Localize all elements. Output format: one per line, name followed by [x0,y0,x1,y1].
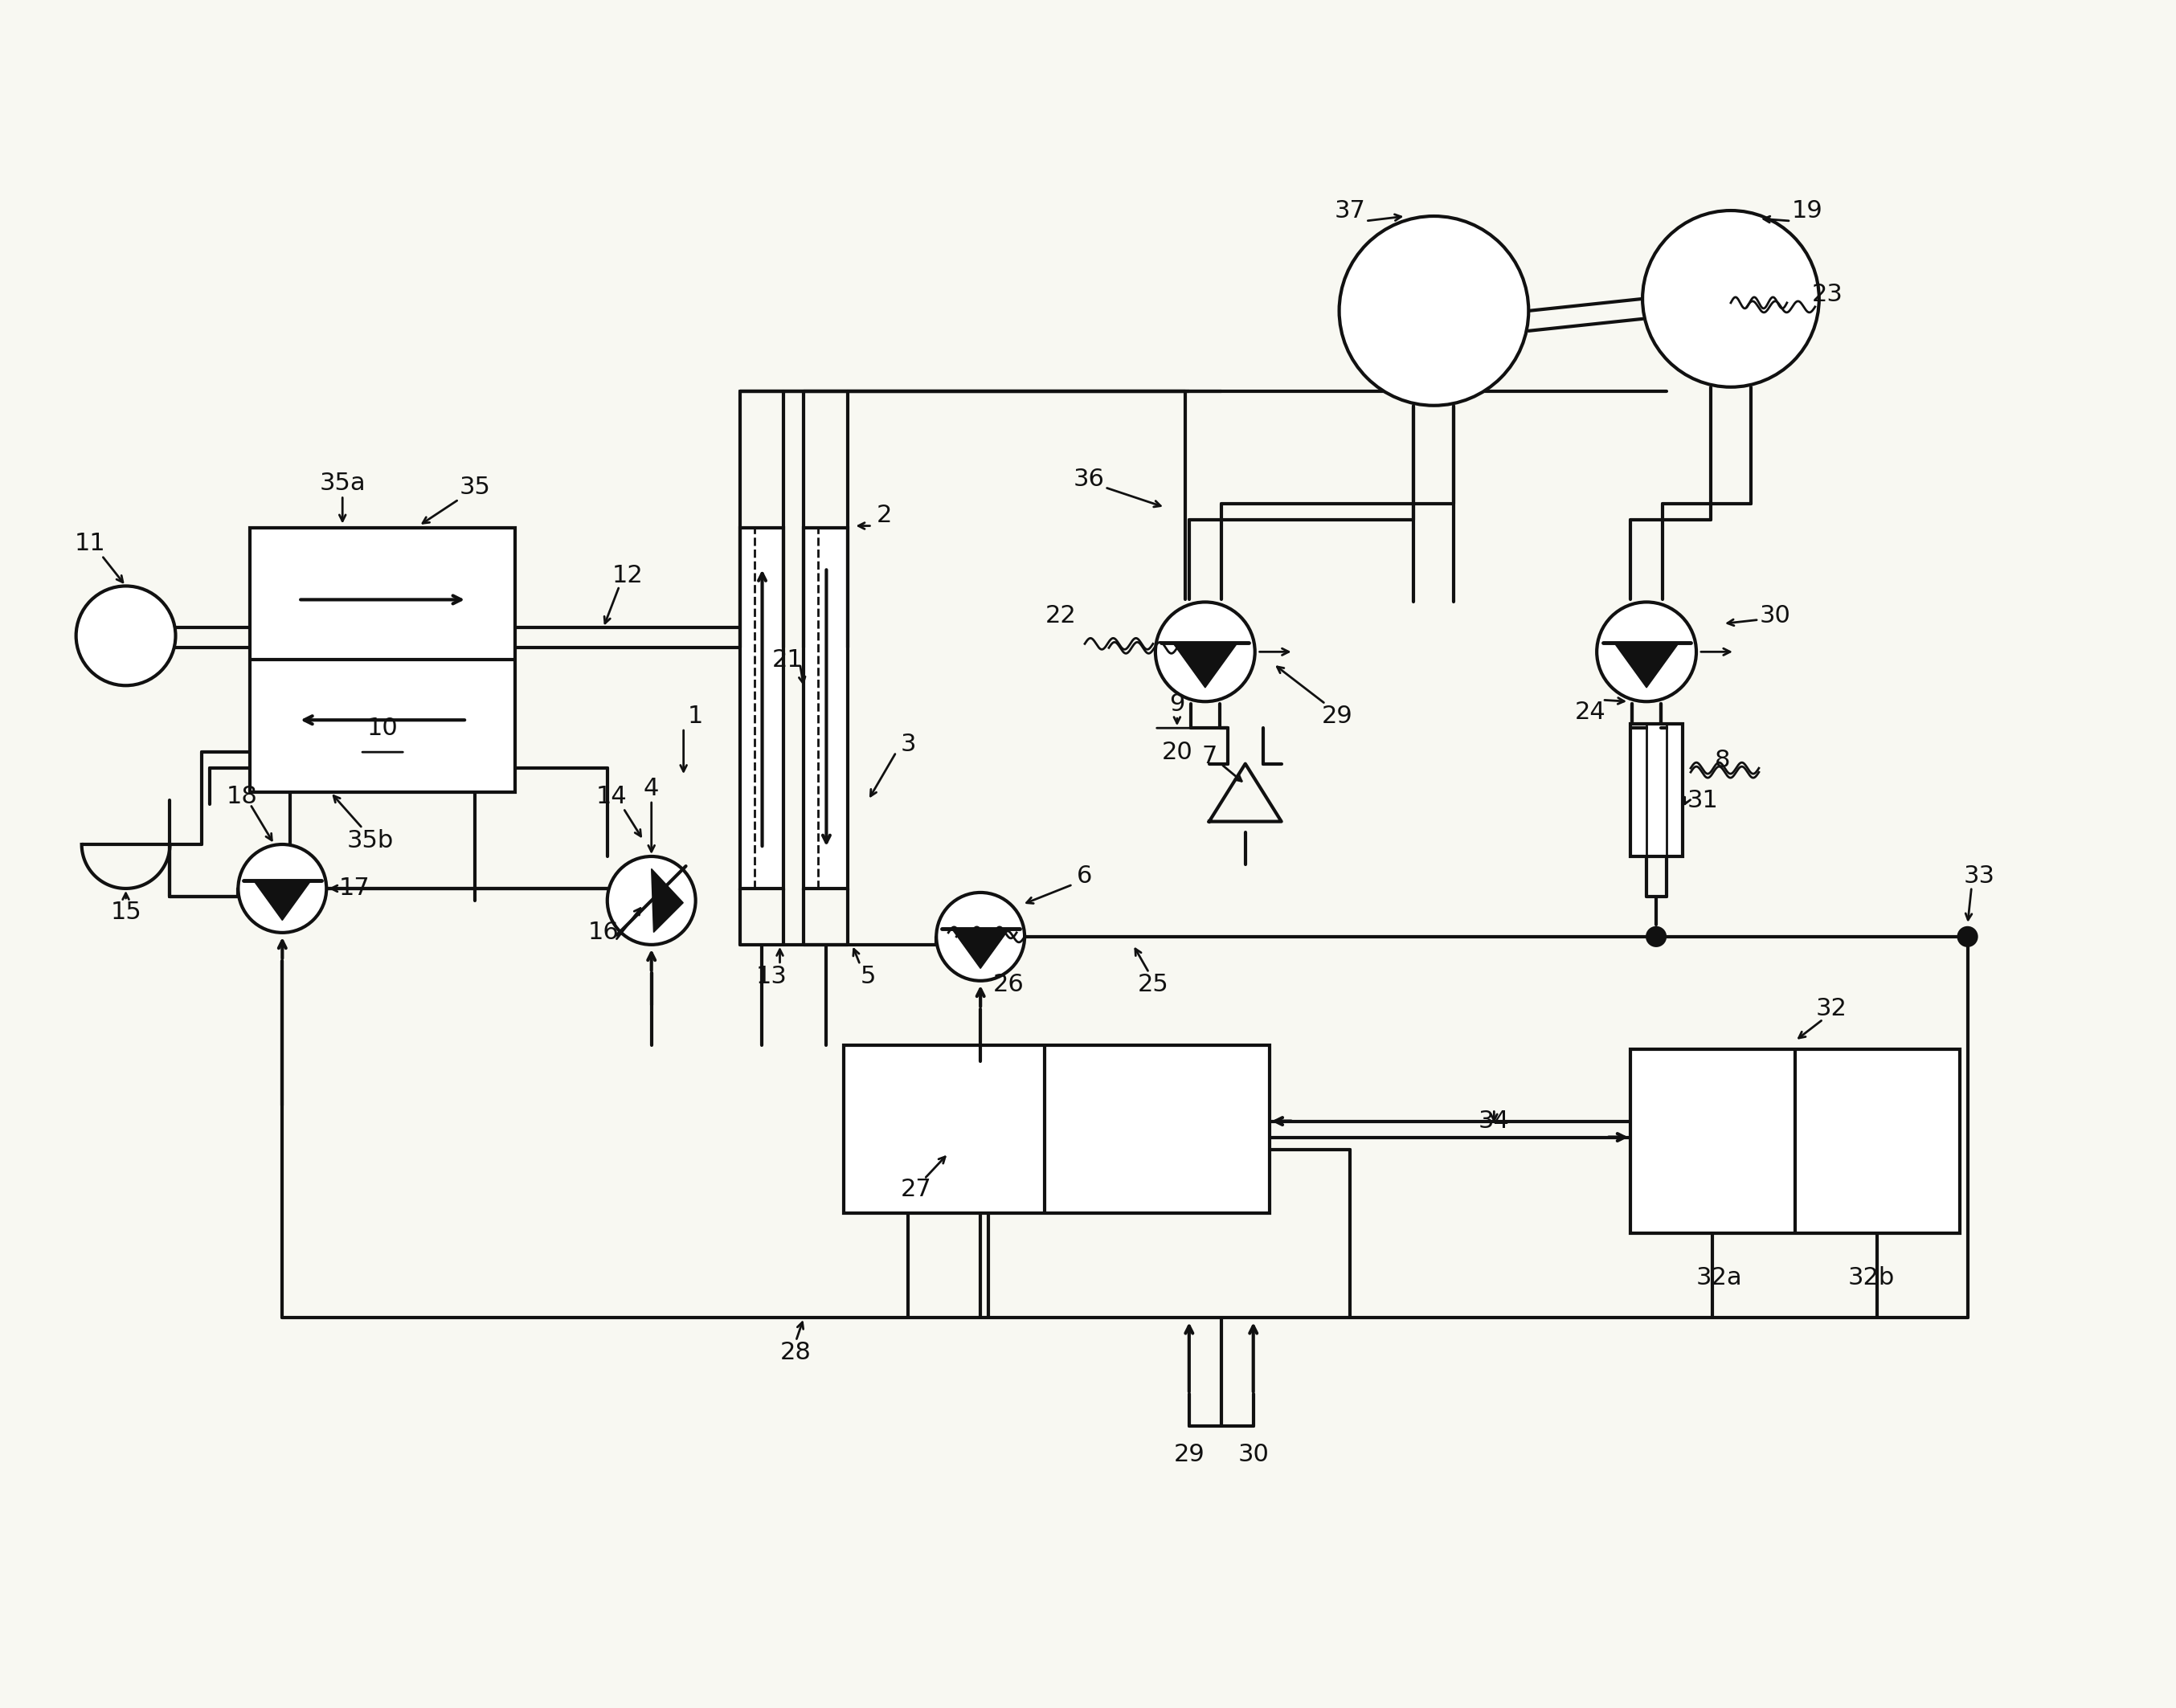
Bar [250,528,516,793]
Text: 16: 16 [588,921,618,945]
Text: 10: 10 [368,716,398,740]
Text: 35: 35 [459,477,490,499]
Bar [803,528,849,888]
Text: 23: 23 [1810,284,1843,306]
Text: 18: 18 [226,784,257,808]
Text: 33: 33 [1965,864,1995,888]
Text: 3: 3 [901,733,916,755]
Text: 32: 32 [1815,997,1847,1020]
Text: 25: 25 [1138,974,1169,996]
Text: 19: 19 [1791,198,1823,222]
Text: 2: 2 [877,504,892,528]
Text: 24: 24 [1575,700,1606,724]
Circle shape [607,856,696,945]
Polygon shape [951,929,1010,968]
Polygon shape [1173,642,1238,688]
Circle shape [1155,601,1256,702]
Text: 12: 12 [611,564,642,588]
Text: 9: 9 [1169,692,1186,716]
Text: 27: 27 [901,1179,931,1201]
Text: 30: 30 [1238,1443,1269,1465]
Text: 15: 15 [111,900,141,924]
Text: 22: 22 [1044,605,1077,627]
Circle shape [1958,927,1976,946]
Text: 14: 14 [596,784,627,808]
Bar [1630,724,1682,856]
Text: 11: 11 [74,531,104,555]
Text: 37: 37 [1334,198,1364,222]
Bar [844,1045,1269,1213]
Text: 5: 5 [860,965,877,989]
Text: 35a: 35a [320,471,366,495]
Text: 35b: 35b [348,828,394,852]
Text: 4: 4 [644,777,659,799]
Text: 21: 21 [772,647,803,671]
Text: 13: 13 [757,965,788,989]
Text: 28: 28 [781,1341,812,1365]
Polygon shape [255,881,311,921]
Text: 26: 26 [992,974,1025,996]
Bar [1630,1049,1961,1233]
Text: 36: 36 [1073,468,1105,490]
Polygon shape [1615,642,1680,688]
Text: 20: 20 [1162,741,1192,763]
Polygon shape [651,869,683,933]
Text: 6: 6 [1077,864,1092,888]
Text: 29: 29 [1323,704,1353,728]
Text: 30: 30 [1760,605,1791,627]
Text: 31: 31 [1686,789,1719,811]
Circle shape [1338,217,1528,405]
Circle shape [1643,210,1819,388]
Text: 34: 34 [1478,1110,1510,1132]
Text: 1: 1 [688,704,703,728]
Circle shape [237,844,326,933]
Circle shape [76,586,176,685]
Text: 17: 17 [339,876,370,900]
Text: 8: 8 [1715,748,1730,772]
Circle shape [936,893,1025,980]
Circle shape [1597,601,1697,702]
Text: 32b: 32b [1847,1266,1895,1290]
Bar [740,528,783,888]
Text: 7: 7 [1201,745,1216,769]
Circle shape [1647,927,1665,946]
Text: 32a: 32a [1695,1266,1743,1290]
Text: 29: 29 [1173,1443,1206,1465]
